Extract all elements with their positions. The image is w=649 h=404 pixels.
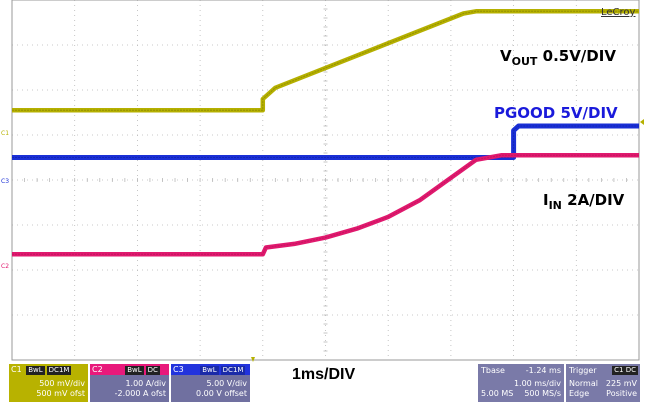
timebase-annotation: 1ms/DIV — [292, 366, 356, 383]
brand-logo: LeCroy — [601, 7, 636, 18]
trace-iin — [12, 153, 639, 257]
c1-panel[interactable]: C1 BwL DC1M 500 mV/div 500 mV ofst — [9, 364, 88, 402]
c1-tag-bw: BwL — [26, 366, 45, 375]
trigger-mode: Normal — [569, 379, 598, 388]
timebase-delay: -1.24 ms — [525, 366, 561, 375]
c3-offset: 0.00 V offset — [195, 389, 247, 398]
c1-marker: C1 — [1, 130, 9, 137]
trigger-panel[interactable]: Trigger C1 DC Normal 225 mV Edge Positiv… — [566, 364, 640, 402]
trigger-time-marker — [251, 357, 255, 362]
timebase-samples: 5.00 MS — [481, 389, 514, 398]
trigger-panel-label: Trigger — [569, 366, 597, 375]
timebase-header: Tbase -1.24 ms — [478, 365, 564, 376]
c3-tag-bw: BwL — [200, 366, 219, 375]
iin-label: IIN 2A/DIV — [543, 191, 625, 212]
vout-label-rest: 0.5V/DIV — [537, 47, 616, 65]
timebase-rate: 1.00 ms/div — [513, 379, 561, 388]
c3-panel[interactable]: C3 BwL DC1M 5.00 V/div 0.00 V offset — [171, 364, 250, 402]
c2-panel-header: C2 BwL DC — [90, 364, 169, 375]
c3-panel-header: C3 BwL DC1M — [171, 364, 250, 375]
c2-offset: -2.000 A ofst — [114, 389, 166, 398]
c2-marker: C2 — [1, 263, 9, 270]
c2-scale: 1.00 A/div — [125, 379, 166, 388]
grid — [11, 0, 640, 361]
c2-panel-name: C2 — [92, 365, 103, 374]
timebase-panel-label: Tbase — [481, 366, 505, 375]
c1-panel-name: C1 — [11, 365, 22, 374]
c3-scale: 5.00 V/div — [206, 379, 247, 388]
c1-panel-header: C1 BwL DC1M — [9, 364, 88, 375]
iin-label-rest: 2A/DIV — [562, 191, 625, 209]
timebase-sample-row: 5.00 MS 500 MS/s — [478, 388, 564, 399]
trigger-header: Trigger C1 DC — [566, 365, 640, 376]
pgood-label: PGOOD 5V/DIV — [494, 104, 618, 122]
c3-tag-coupling: DC1M — [220, 366, 246, 375]
c2-panel[interactable]: C2 BwL DC 1.00 A/div -2.000 A ofst — [90, 364, 169, 402]
c2-tag-bw: BwL — [125, 366, 144, 375]
c1-tag-coupling: DC1M — [46, 366, 72, 375]
trace-noise-pgood — [12, 125, 639, 158]
c3-marker: C3 — [1, 178, 9, 185]
trigger-type: Edge — [569, 389, 590, 398]
vout-label-sub: OUT — [512, 55, 538, 68]
timebase-panel[interactable]: Tbase -1.24 ms 1.00 ms/div 5.00 MS 500 M… — [478, 364, 564, 402]
trace-noise-vout — [12, 10, 639, 111]
plot-frame — [11, 0, 640, 361]
c1-scale: 500 mV/div — [39, 379, 85, 388]
trigger-slope: Positive — [606, 389, 637, 398]
trigger-level: 225 mV — [605, 379, 637, 388]
timebase-sample-rate: 500 MS/s — [524, 389, 561, 398]
trigger-type-row: Edge Positive — [566, 388, 640, 399]
iin-label-main: I — [543, 191, 549, 209]
vout-label-main: V — [500, 47, 512, 65]
c2-tag-coupling: DC — [145, 366, 160, 375]
c3-panel-name: C3 — [173, 365, 184, 374]
vout-label: VOUT 0.5V/DIV — [500, 47, 616, 68]
trigger-source-tag: C1 DC — [612, 366, 638, 375]
trigger-mode-row: Normal 225 mV — [566, 378, 640, 389]
traces — [12, 9, 639, 257]
c1-offset: 500 mV ofst — [36, 389, 85, 398]
iin-label-sub: IN — [549, 199, 562, 212]
trigger-level-marker — [640, 119, 644, 125]
